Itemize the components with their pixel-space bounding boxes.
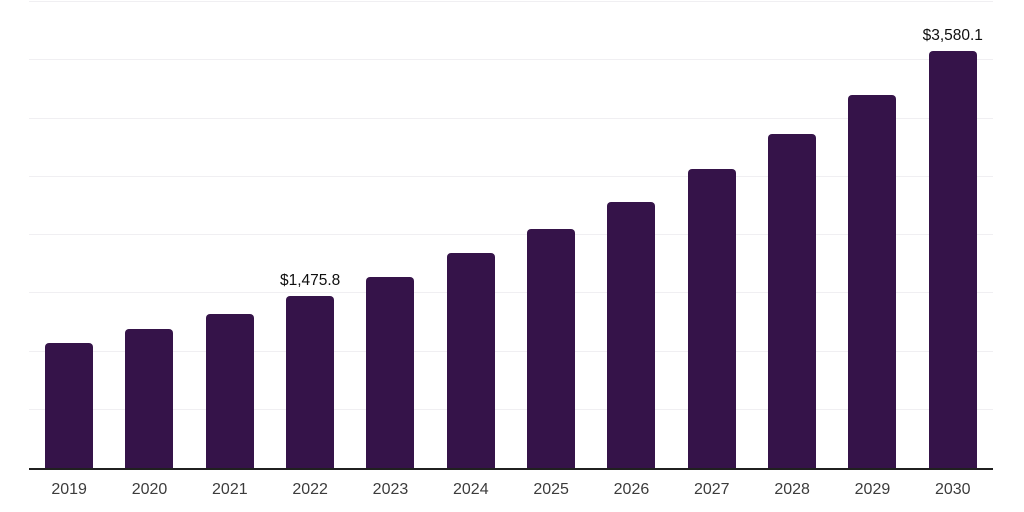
gridline-500 [29, 408, 993, 410]
bar-slot-2024 [431, 2, 511, 468]
gridline-2500 [29, 175, 993, 177]
bar-slot-2030: $3,580.1 [913, 2, 993, 468]
bar-value-label-2030: $3,580.1 [922, 26, 983, 44]
x-tick-label-2030: 2030 [934, 481, 971, 498]
x-tick-label-2021: 2021 [212, 481, 248, 498]
bar-2025 [527, 228, 576, 468]
bar-2030 [928, 50, 977, 468]
bar-2027 [687, 168, 736, 468]
bar-slot-2021 [190, 2, 270, 468]
bar-slot-2027 [672, 2, 752, 468]
bar-2024 [446, 253, 495, 468]
bar-slot-2025 [511, 2, 591, 468]
bar-slot-2019 [29, 2, 109, 468]
gridline-2000 [29, 234, 993, 235]
plot-area: $1,475.8 $3,580.1 [29, 1, 993, 470]
bar-slot-2028 [752, 2, 832, 468]
bar-2028 [768, 134, 817, 468]
bar-2020 [125, 329, 174, 468]
x-tick-label-2027: 2027 [693, 481, 730, 498]
bars-layer: $1,475.8 $3,580.1 [29, 2, 993, 468]
gridline-3000 [29, 117, 993, 119]
bar-2022 [286, 296, 335, 468]
x-tick-label-2023: 2023 [372, 481, 409, 498]
x-tick-label-2025: 2025 [533, 481, 569, 498]
bar-slot-2020 [109, 2, 189, 468]
bar-2026 [607, 201, 656, 468]
x-tick-label-2028: 2028 [774, 481, 810, 498]
bar-value-label-2022: $1,475.8 [279, 272, 341, 290]
bar-2021 [205, 314, 254, 468]
x-tick-label-2029: 2029 [854, 481, 891, 498]
x-axis-tick-labels: 2019 2020 2021 2022 2023 2024 2025 2026 2027 2028… [29, 481, 993, 499]
gridline-1000 [29, 350, 993, 352]
gridline-4000 [29, 1, 993, 2]
x-tick-label-2026: 2026 [613, 481, 650, 498]
bar-2019 [45, 343, 94, 468]
x-tick-label-2024: 2024 [453, 481, 489, 498]
gridline-3500 [29, 59, 993, 61]
bar-slot-2029 [832, 2, 912, 468]
bar-2029 [848, 94, 897, 468]
bar-slot-2022: $1,475.8 [270, 2, 350, 468]
x-tick-label-2020: 2020 [131, 481, 168, 498]
x-tick-label-2022: 2022 [292, 481, 328, 498]
bar-slot-2023 [350, 2, 430, 468]
gridline-1500 [29, 292, 993, 294]
x-tick-label-2019: 2019 [51, 481, 87, 498]
bar-slot-2026 [591, 2, 671, 468]
bar-2023 [366, 277, 415, 468]
